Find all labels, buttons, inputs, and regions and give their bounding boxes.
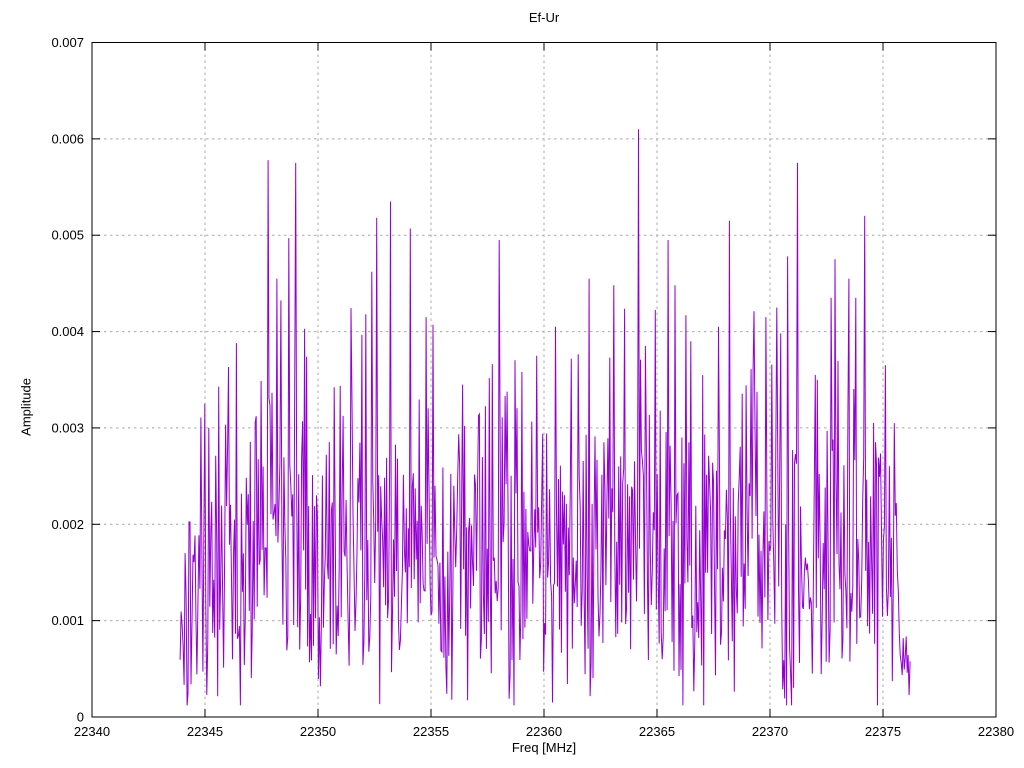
y-tick-label: 0.005 <box>51 228 84 243</box>
y-axis-title-text: Amplitude <box>18 378 33 436</box>
x-tick-label: 22370 <box>752 724 788 739</box>
x-tick-label: 22345 <box>187 724 223 739</box>
y-tick-label: 0 <box>77 710 84 725</box>
y-tick-label: 0.002 <box>51 517 84 532</box>
x-tick-label: 22365 <box>639 724 675 739</box>
chart-title: Ef-Ur <box>528 10 560 25</box>
y-tick-label: 0.007 <box>51 35 84 50</box>
x-tick-label: 22380 <box>978 724 1014 739</box>
y-tick-label: 0.003 <box>51 420 84 435</box>
x-tick-label: 22340 <box>74 724 110 739</box>
y-tick-label: 0.004 <box>51 324 84 339</box>
x-axis-title: Freq [MHz] <box>511 740 577 755</box>
x-tick-label: 22350 <box>300 724 336 739</box>
signal-trace <box>179 129 911 706</box>
y-tick-label: 0.006 <box>51 131 84 146</box>
y-tick-label: 0.001 <box>51 613 84 628</box>
x-tick-label: 22355 <box>413 724 449 739</box>
x-tick-label: 22375 <box>865 724 901 739</box>
x-tick-label: 22360 <box>526 724 562 739</box>
